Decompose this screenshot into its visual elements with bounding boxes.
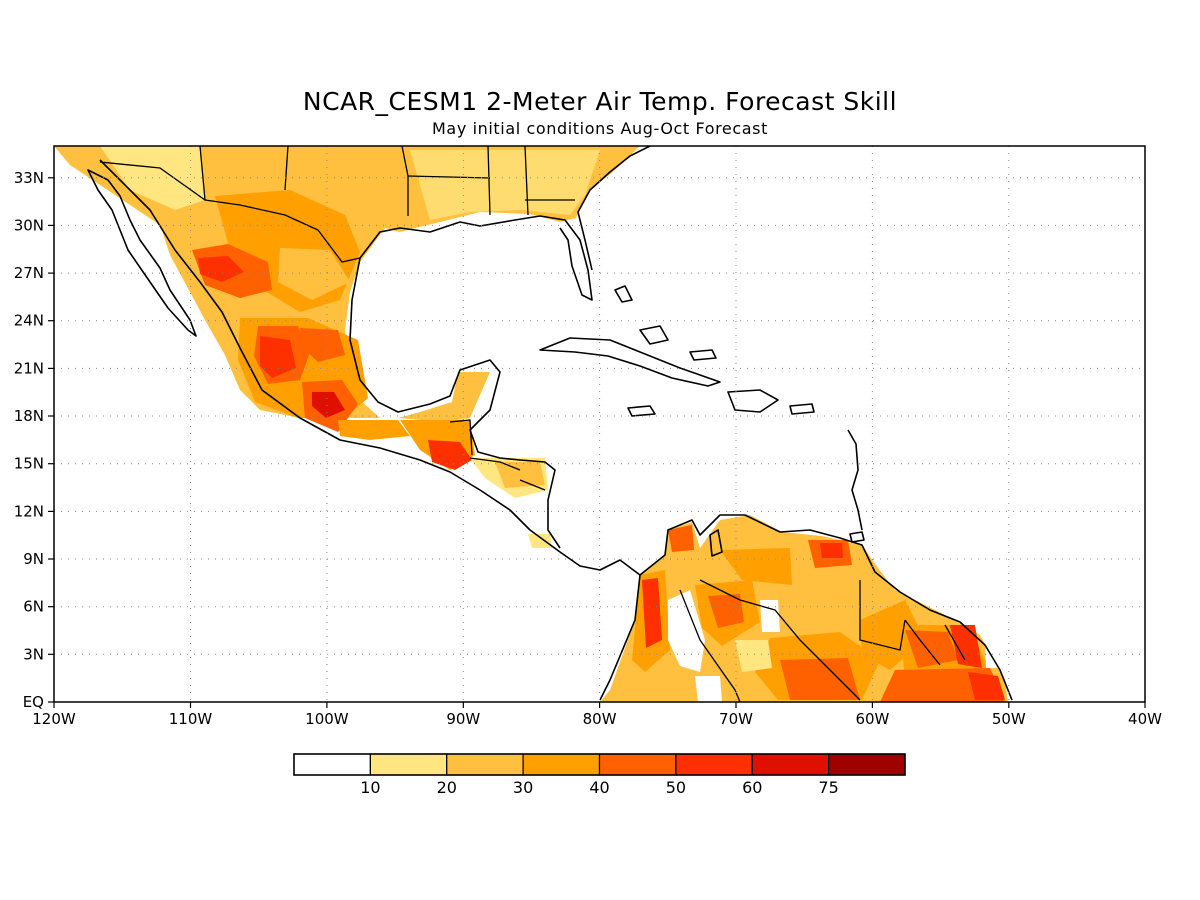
lat-label: 33N: [14, 169, 44, 187]
lat-label: EQ: [23, 693, 44, 711]
colorbar-swatch: [369, 753, 448, 776]
lat-label: 27N: [14, 264, 44, 282]
lon-label: 60W: [855, 710, 889, 728]
lat-label: 3N: [23, 645, 44, 663]
lat-label: 30N: [14, 216, 44, 234]
colorbar-label: 40: [589, 778, 609, 797]
colorbar-swatch: [598, 753, 677, 776]
colorbar-swatch: [522, 753, 601, 776]
chart-title: NCAR_CESM1 2-Meter Air Temp. Forecast Sk…: [303, 87, 897, 116]
coastlines: [87, 146, 1013, 701]
lon-label: 100W: [305, 710, 349, 728]
lat-label: 9N: [23, 550, 44, 568]
colorbar-label: 50: [666, 778, 686, 797]
colorbar-label: 10: [360, 778, 380, 797]
colorbar-label: 60: [742, 778, 762, 797]
axis-ticks: [48, 177, 1146, 708]
lat-label: 24N: [14, 312, 44, 330]
lon-label: 50W: [992, 710, 1026, 728]
colorbar-frame: [293, 753, 906, 776]
colorbar-label: 30: [513, 778, 533, 797]
colorbar: 10 20 30 40 50 60 75: [293, 753, 906, 797]
colorbar-swatches: [293, 753, 906, 776]
longitude-labels: 120W 110W 100W 90W 80W 70W 60W 50W 40W: [32, 710, 1162, 728]
lat-label: 12N: [14, 502, 44, 520]
map-panel: [54, 146, 1145, 702]
chart-subtitle: May initial conditions Aug-Oct Forecast: [432, 119, 768, 138]
lon-label: 120W: [32, 710, 76, 728]
lat-label: 21N: [14, 359, 44, 377]
lat-label: 18N: [14, 407, 44, 425]
lon-label: 80W: [583, 710, 617, 728]
latitude-labels: EQ 3N 6N 9N 12N 15N 18N 21N 24N 27N 30N …: [14, 169, 44, 711]
lat-label: 15N: [14, 455, 44, 473]
lat-label: 6N: [23, 598, 44, 616]
colorbar-label: 75: [818, 778, 838, 797]
lon-label: 40W: [1128, 710, 1162, 728]
colorbar-swatch: [293, 753, 371, 776]
colorbar-swatch: [751, 753, 830, 776]
colorbar-swatch: [675, 753, 753, 776]
lon-label: 70W: [719, 710, 753, 728]
colorbar-swatch: [828, 753, 906, 776]
colorbar-label: 20: [437, 778, 457, 797]
colorbar-swatch: [446, 753, 524, 776]
skill-shading: [54, 146, 1008, 702]
political-borders: [99, 146, 966, 702]
lon-label: 90W: [446, 710, 480, 728]
lon-label: 110W: [169, 710, 213, 728]
